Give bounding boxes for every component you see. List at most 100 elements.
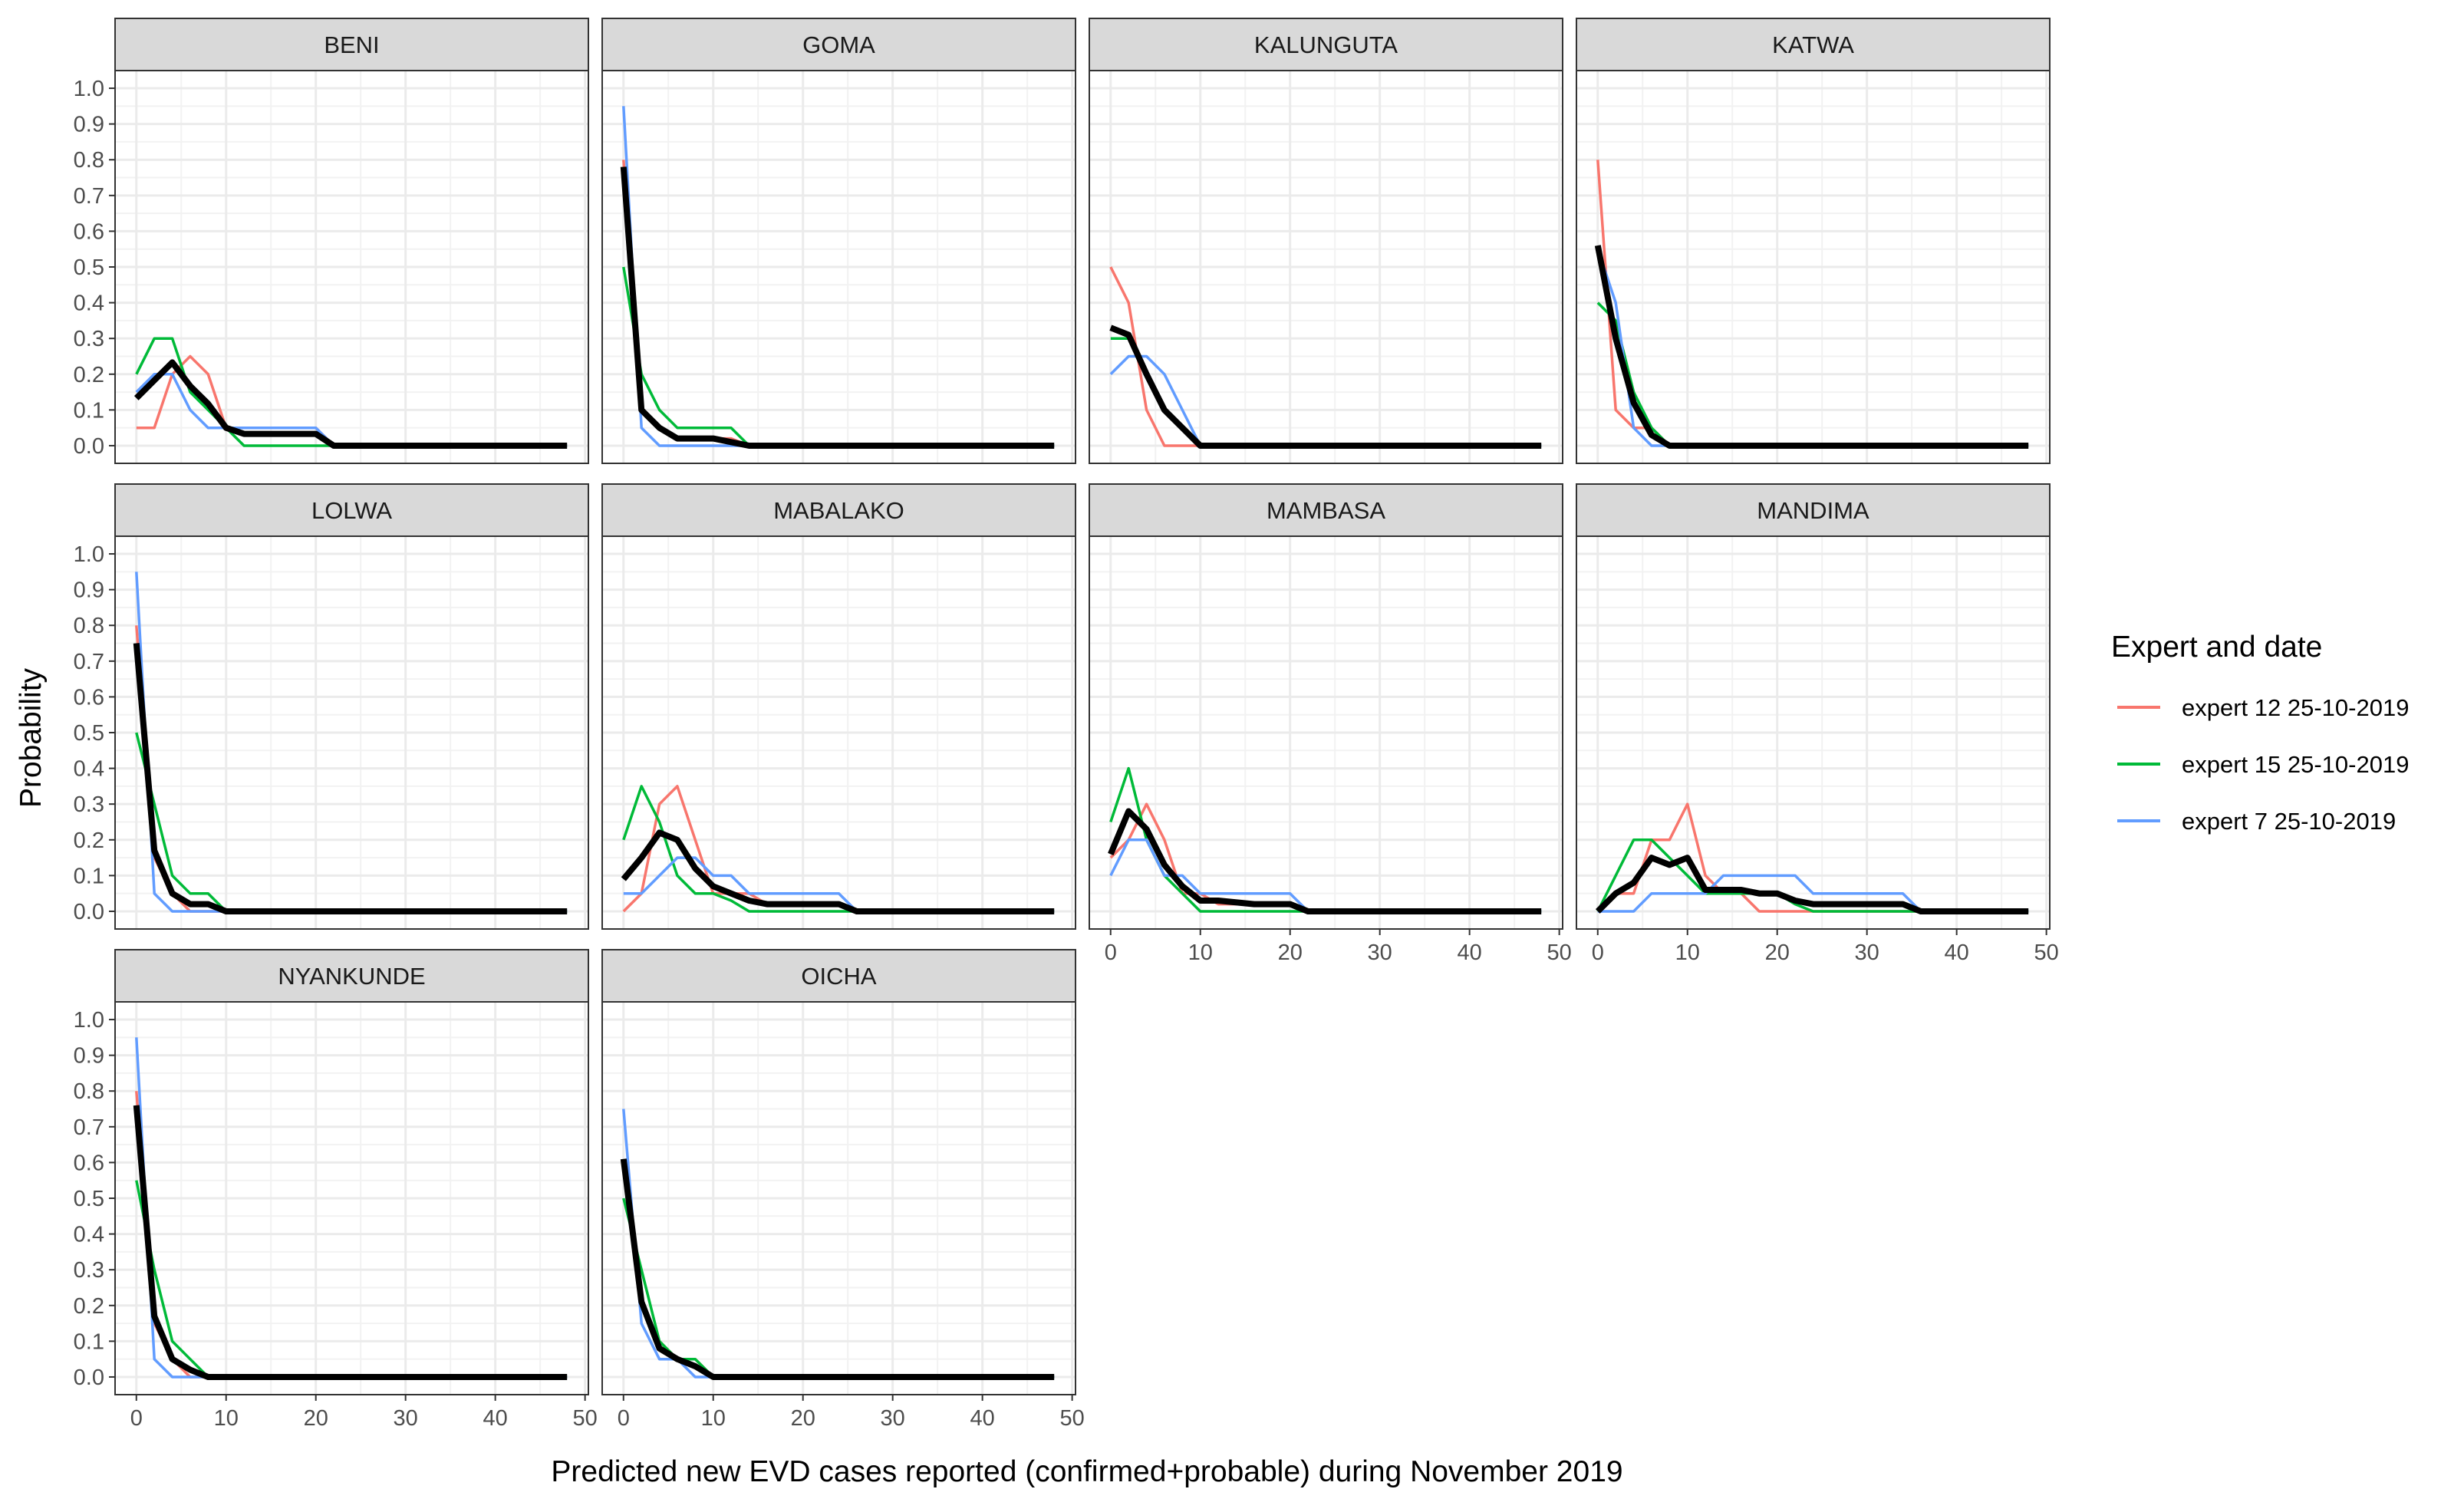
y-tick-label: 0.2 [74,1294,104,1319]
y-tick-label: 0.5 [74,721,104,746]
facet-title: KALUNGUTA [1254,31,1398,58]
gridlines [602,1002,1076,1395]
x-tick-label: 50 [1059,1406,1084,1431]
facet-title: LOLWA [311,497,392,524]
series-line [1109,838,1542,913]
facet-title: NYANKUNDE [278,963,425,990]
facet-title: MANDIMA [1757,497,1869,524]
x-tick-label: 20 [791,1406,815,1431]
panel-border [1089,535,1563,930]
x-tick-label: 0 [130,1406,143,1431]
y-tick-label: 0.8 [74,148,104,173]
y-axis: 0.0 0.1 0.2 0.3 0.4 0.5 0.6 0.7 0.8 0.9 1.0 [74,1008,115,1390]
facet-panel: KATWA [1576,18,2051,464]
x-tick-label: 50 [1547,941,1571,965]
facet-title: KATWA [1772,31,1854,58]
legend: Expert and date expert 12 25-10-2019 exper… [2111,631,2409,835]
y-tick-label: 0.4 [74,757,104,782]
x-tick-label: 0 [1105,941,1117,965]
aggregate-line [621,829,1055,914]
y-tick-label: 0.2 [74,829,104,853]
facet-title: MABALAKO [773,497,904,524]
facet-strip [1576,483,2051,537]
aggregate-line [620,1158,1055,1380]
gridlines [1089,71,1563,463]
facet-title: GOMA [802,31,875,58]
panel-border [1576,535,2051,930]
facet-panel: GOMA [601,18,1076,464]
x-tick-label: 30 [394,1406,418,1431]
y-tick-label: 0.8 [74,1079,104,1104]
gridlines [115,1002,588,1395]
x-tick-label: 40 [1945,941,1969,965]
facet-strip [1576,18,2051,71]
y-tick-label: 0.7 [74,184,104,209]
y-tick-label: 0.6 [74,685,104,710]
y-tick-label: 0.1 [74,1329,104,1354]
series-lines [620,106,1055,449]
y-tick-label: 0.1 [74,398,104,423]
series-lines [621,785,1055,914]
series-lines [1595,802,2029,914]
y-tick-label: 0.9 [74,578,104,603]
aggregate-line [133,359,568,449]
facet-panel: LOLWA 0.0 0.1 0.2 0.3 0.4 0.5 0.6 0.7 0.8 0.9 1.0 [74,483,589,930]
series-line [623,856,1055,913]
facet-strip [114,949,589,1003]
y-tick-label: 0.9 [74,1044,104,1069]
x-axis: 0 10 20 30 40 50 [1105,929,1572,965]
aggregate-line [133,1105,568,1380]
x-tick-label: 20 [1278,941,1303,965]
y-tick-label: 0.0 [74,1365,104,1390]
y-tick-label: 0.6 [74,219,104,244]
x-tick-label: 50 [572,1406,597,1431]
y-tick-label: 0.3 [74,1258,104,1283]
facet-panel: OICHA 0 10 20 30 40 50 [601,949,1085,1431]
y-axis: 0.0 0.1 0.2 0.3 0.4 0.5 0.6 0.7 0.8 0.9 1.0 [74,542,115,924]
panel-border [1089,70,1563,464]
facet-panel: MAMBASA 0 10 20 30 40 50 [1089,483,1572,965]
series-lines [133,337,568,449]
series-lines [1109,266,1542,449]
facet-panel: NYANKUNDE 0.0 0.1 0.2 0.3 0.4 0.5 0.6 0.7 0.8 0.9 1… [74,949,598,1431]
series-lines [133,1037,568,1380]
series-line [1597,874,2029,913]
x-tick-label: 0 [618,1406,630,1431]
x-axis: 0 10 20 30 40 50 [1592,929,2059,965]
facet-title: BENI [324,31,379,58]
x-axis-title: Predicted new EVD cases reported (confir… [551,1455,1622,1488]
series-line [1596,838,2029,913]
y-tick-label: 0.5 [74,255,104,280]
x-axis: 0 10 20 30 40 50 [130,1395,598,1431]
series-lines [1594,160,2029,449]
legend-label: expert 15 25-10-2019 [2182,751,2409,778]
y-tick-label: 0.4 [74,292,104,316]
x-tick-label: 40 [1458,941,1482,965]
y-tick-label: 0.9 [74,113,104,137]
x-tick-label: 10 [1188,941,1213,965]
x-axis: 0 10 20 30 40 50 [618,1395,1085,1431]
y-tick-label: 0.8 [74,614,104,638]
facet-strip [114,483,589,537]
series-lines [620,1109,1055,1380]
series-line [622,266,1055,447]
panel-border [1576,70,2051,464]
facet-strip [601,18,1076,71]
x-tick-label: 20 [304,1406,328,1431]
y-tick-label: 1.0 [74,77,104,101]
x-tick-label: 10 [701,1406,726,1431]
legend-title: Expert and date [2111,631,2322,664]
facet-panel: KALUNGUTA [1089,18,1563,464]
panel-border [601,535,1076,930]
y-tick-label: 1.0 [74,542,104,567]
y-tick-label: 0.7 [74,650,104,674]
facet-strip [114,18,589,71]
x-tick-label: 10 [214,1406,239,1431]
panel-border [601,70,1076,464]
series-lines [1108,766,1542,914]
facet-title: OICHA [801,963,877,990]
aggregate-line [1595,855,2029,914]
aggregate-line [1109,324,1542,449]
facet-strip [601,483,1076,537]
